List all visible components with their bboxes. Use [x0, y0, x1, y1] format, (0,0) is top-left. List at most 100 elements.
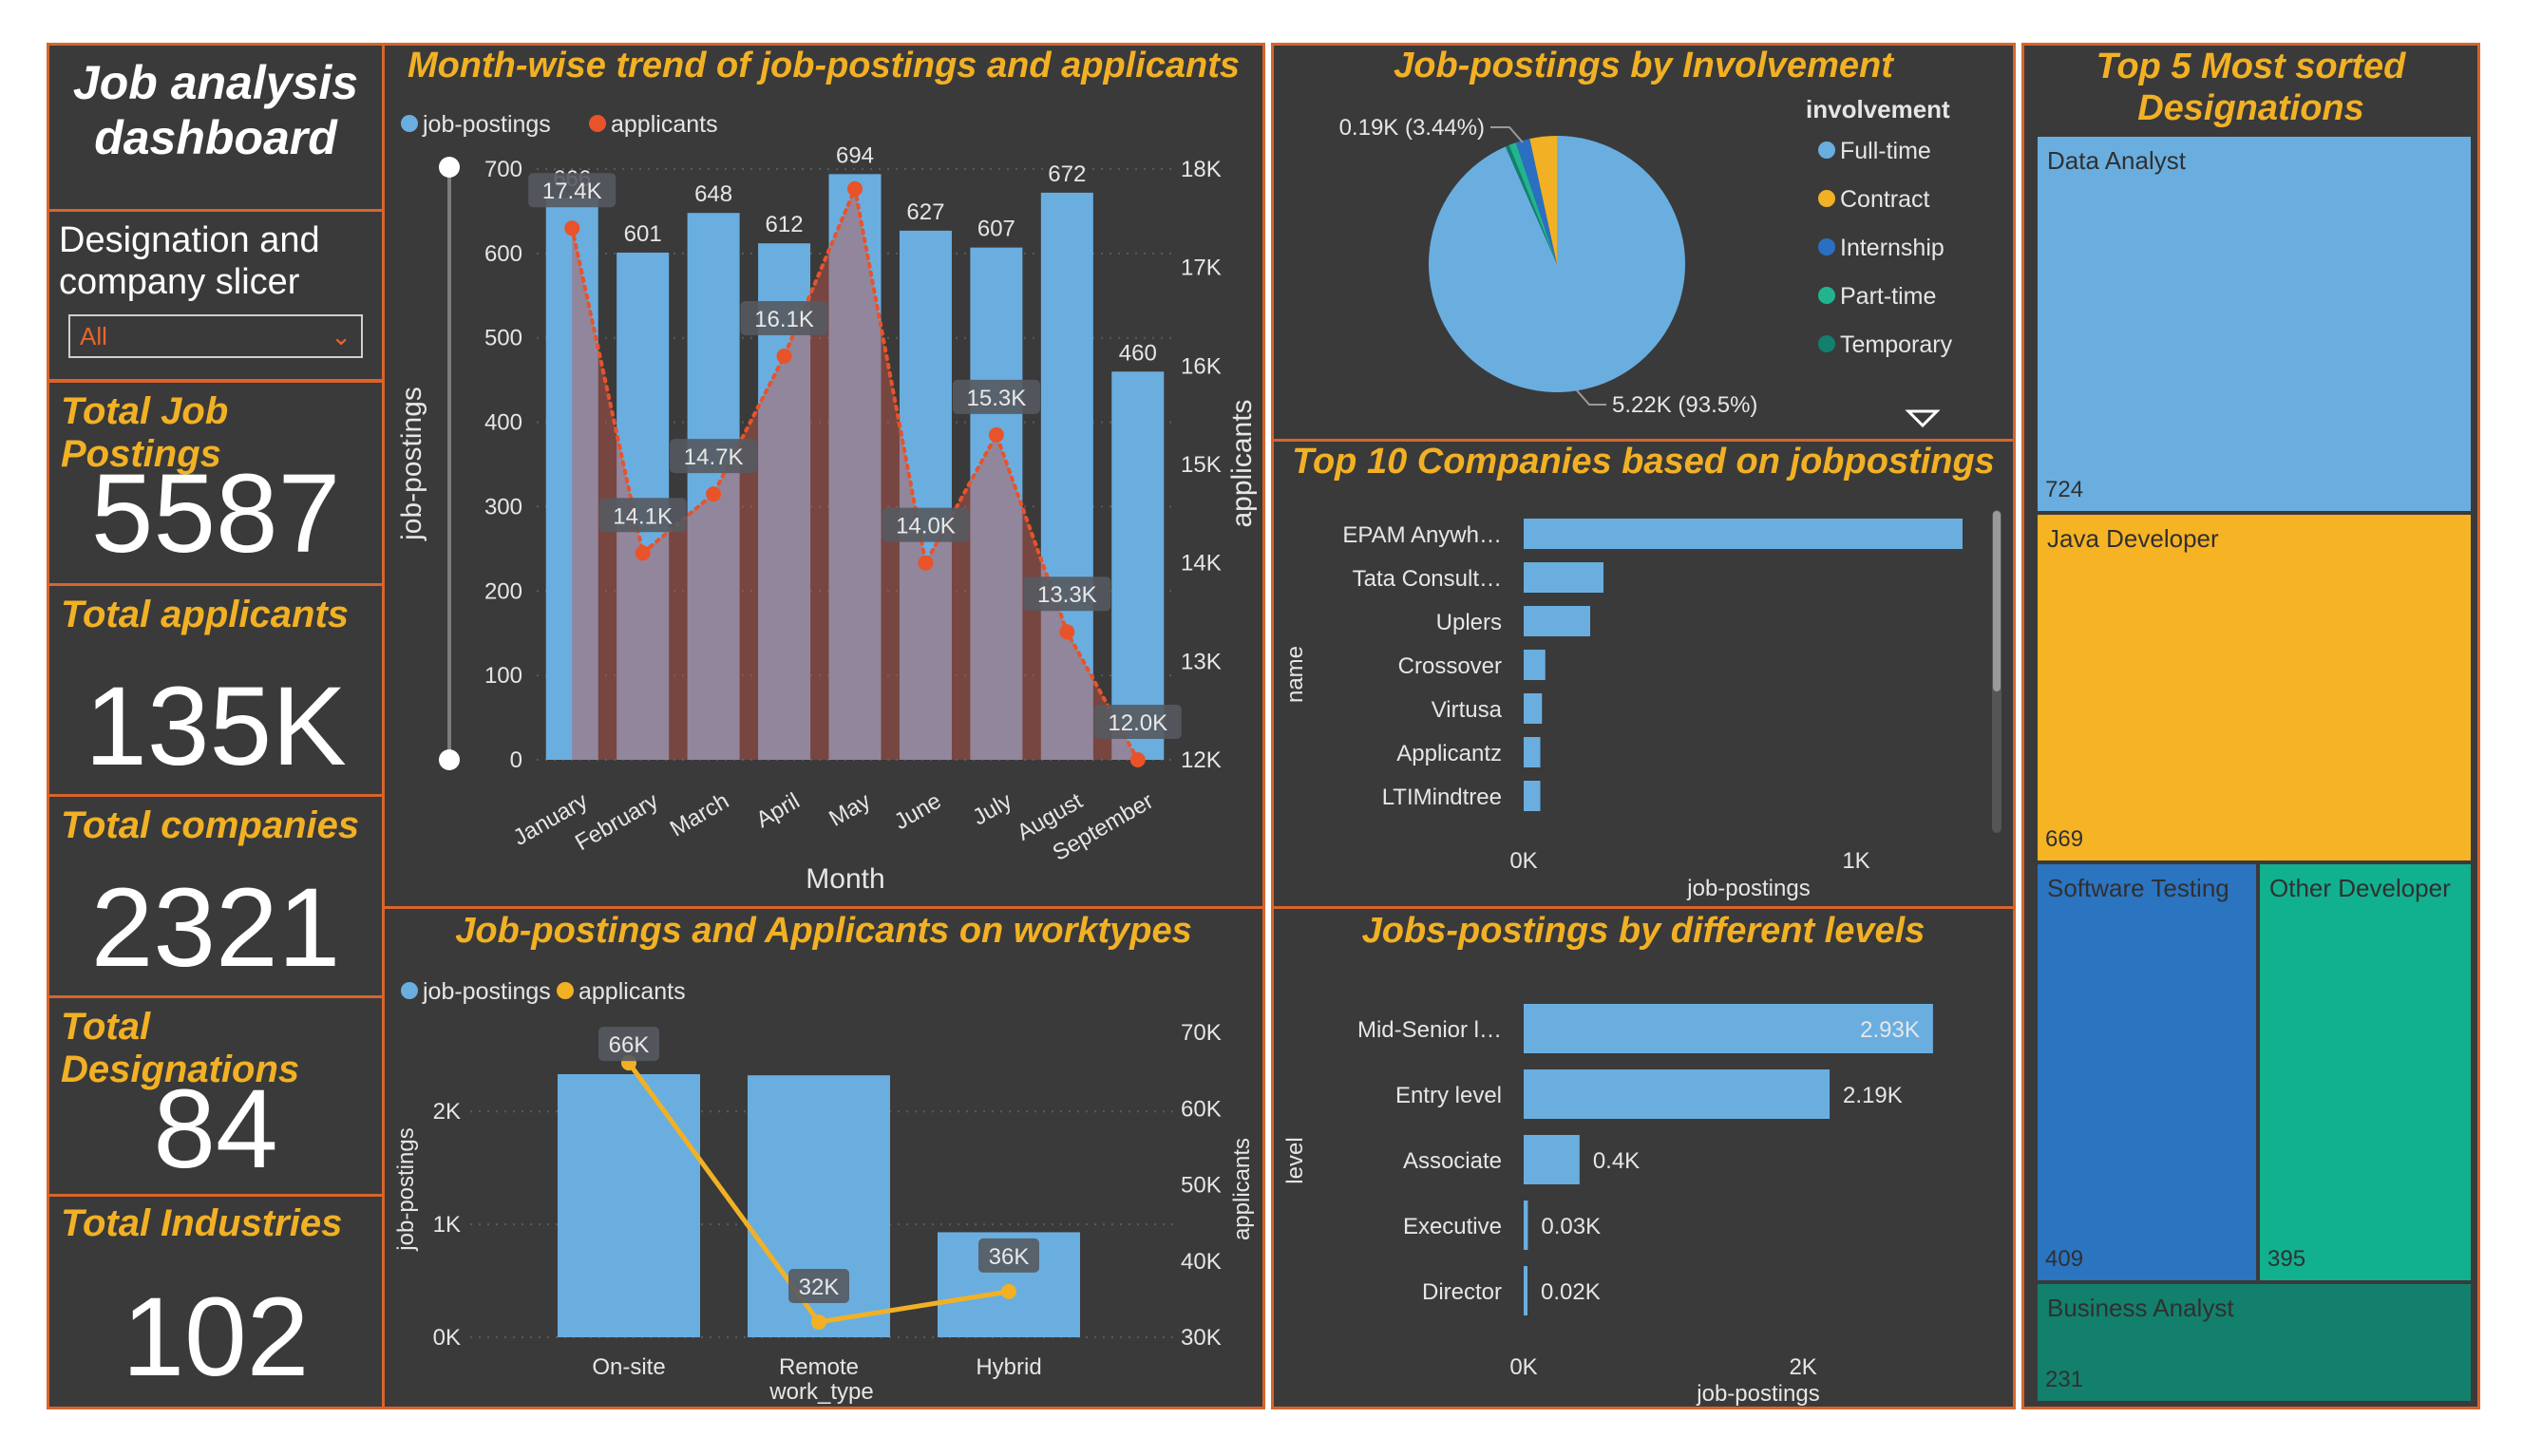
- applicants-data-label-bg: [788, 1268, 849, 1303]
- y-axis-label: level: [1282, 1137, 1308, 1183]
- legend-item: applicants: [579, 978, 686, 1005]
- bar: [1524, 693, 1543, 724]
- y2-tick-label: 60K: [1181, 1096, 1222, 1122]
- kpi-value: 84: [153, 1067, 278, 1192]
- companies-bar-chart: name EPAM Anywh… Tata Consult… Uplers Crosso…: [1282, 510, 2001, 901]
- scrollbar-thumb: [1993, 511, 2001, 691]
- treemap-tile[interactable]: Software Testing 409: [2036, 861, 2258, 1282]
- legend-item: job-postings: [422, 978, 551, 1005]
- x-tick-label: May: [825, 788, 875, 832]
- y-axis-label: job-postings: [396, 387, 427, 541]
- legend-item: Temporary: [1840, 331, 1953, 358]
- treemap-tile[interactable]: Business Analyst 231: [2036, 1281, 2473, 1403]
- bar-data-label: 694: [836, 142, 874, 168]
- y-tick-label: 200: [484, 578, 522, 604]
- x-tick-label: 2K: [1789, 1354, 1816, 1380]
- applicants-data-label: 13.3K: [1037, 582, 1097, 608]
- y-axis-label: job-postings: [393, 1127, 419, 1251]
- treemap-tile[interactable]: Other Developer 395: [2258, 861, 2473, 1282]
- y-axis-label: name: [1282, 646, 1308, 703]
- kpi-value: 5587: [90, 451, 341, 577]
- legend-item-marker: [1818, 287, 1835, 304]
- y2-tick-label: 16K: [1181, 353, 1222, 379]
- legend-item: Part-time: [1840, 283, 1936, 310]
- applicants-data-label-bg: [598, 498, 687, 533]
- dashboard-title: Job analysis dashboard: [72, 56, 359, 164]
- kpi-label: Total Job Postings: [61, 390, 229, 475]
- applicants-data-label: 17.4K: [542, 179, 602, 204]
- legend-title: involvement: [1806, 95, 1950, 123]
- bar: [545, 198, 598, 760]
- leader-line: [1575, 388, 1606, 406]
- treemap-tile[interactable]: Data Analyst 724: [2036, 135, 2473, 514]
- y2-tick-label: 12K: [1181, 747, 1222, 773]
- kpi-label: Total applicants: [61, 594, 350, 635]
- applicants-data-label: 14.0K: [896, 514, 956, 539]
- y-tick-label: 500: [484, 326, 522, 351]
- bar: [558, 1073, 700, 1337]
- kpi-label: Total companies: [61, 804, 360, 846]
- bar: [1524, 781, 1541, 811]
- treemap-tile-label: Other Developer: [2269, 873, 2451, 902]
- legend-item-marker: [1818, 238, 1835, 255]
- pie-slice: [1505, 144, 1557, 264]
- applicants-data-label-bg: [978, 1238, 1039, 1273]
- involvement-panel: Job-postings by Involvement 0.19K (3.44%…: [1271, 43, 2016, 442]
- y2-tick-label: 40K: [1181, 1249, 1222, 1275]
- treemap-tile-value: 724: [2045, 477, 2084, 503]
- chart-title: Month-wise trend of job-postings and app…: [407, 46, 1241, 85]
- applicants-point: [918, 555, 934, 571]
- y2-tick-label: 15K: [1181, 452, 1222, 478]
- applicants-data-label-bg: [740, 300, 828, 335]
- x-tick-label: Hybrid: [976, 1354, 1041, 1380]
- treemap-tile-value: 669: [2045, 825, 2084, 852]
- applicants-data-label-bg: [1023, 577, 1111, 612]
- legend-item-marker: [1818, 142, 1835, 159]
- worktype-chart: job-postings applicants 0K 1K 2K 30K 40K 50K 60K…: [393, 978, 1255, 1405]
- bar: [1524, 562, 1603, 593]
- companies-panel: Top 10 Companies based on jobpostings na…: [1271, 439, 2016, 909]
- levels-bar-chart: level Mid-Senior l… 2.93K Entry level 2.19K A…: [1282, 1004, 1933, 1407]
- treemap-tile-label: Data Analyst: [2047, 146, 2186, 175]
- y-tick-label: Mid-Senior l…: [1357, 1017, 1502, 1043]
- pie-slice: [1508, 142, 1557, 264]
- applicants-point: [706, 486, 722, 502]
- leader-line: [1490, 126, 1524, 143]
- kpi-value: 102: [122, 1275, 310, 1400]
- pie-slice: [1429, 136, 1685, 393]
- bar: [1524, 519, 1963, 549]
- bar-data-label: 0.03K: [1541, 1214, 1601, 1239]
- y-tick-label: 300: [484, 494, 522, 520]
- applicants-point: [811, 1314, 826, 1330]
- y2-tick-label: 50K: [1181, 1173, 1222, 1199]
- applicants-data-label: 14.1K: [613, 503, 673, 529]
- bar: [970, 247, 1023, 760]
- applicants-data-label-bg: [952, 379, 1040, 414]
- applicants-point: [1001, 1283, 1016, 1299]
- legend-item: applicants: [611, 111, 718, 138]
- bar-data-label: 627: [906, 199, 944, 225]
- legend-item: Contract: [1840, 186, 1930, 213]
- bar: [1524, 650, 1546, 680]
- y-tick-label: 1K: [433, 1212, 461, 1238]
- y-tick-label: Associate: [1403, 1148, 1502, 1174]
- applicants-data-label-bg: [882, 507, 970, 542]
- bar-data-label: 607: [977, 217, 1015, 242]
- chevron-down-icon: ⌄: [331, 322, 351, 350]
- treemap-tile[interactable]: Java Developer 669: [2036, 513, 2473, 862]
- bar-data-label: 648: [694, 181, 732, 207]
- y-tick-label: Executive: [1403, 1214, 1502, 1239]
- month-trend-panel: Month-wise trend of job-postings and app…: [382, 43, 1265, 909]
- y-tick-label: EPAM Anywh…: [1342, 522, 1502, 548]
- bar: [1040, 192, 1093, 760]
- applicants-data-label-bg: [598, 1027, 659, 1062]
- x-axis-label: job-postings: [1686, 876, 1810, 901]
- bar-data-label: 460: [1119, 340, 1157, 366]
- bar: [1524, 1266, 1527, 1315]
- applicants-data-label: 66K: [609, 1032, 650, 1058]
- x-tick-label: June: [890, 788, 946, 835]
- bar-data-label: 2.93K: [1860, 1017, 1920, 1043]
- applicants-data-label: 12.0K: [1108, 710, 1167, 736]
- applicants-point: [776, 348, 792, 364]
- slicer-dropdown[interactable]: All ⌄: [68, 314, 363, 358]
